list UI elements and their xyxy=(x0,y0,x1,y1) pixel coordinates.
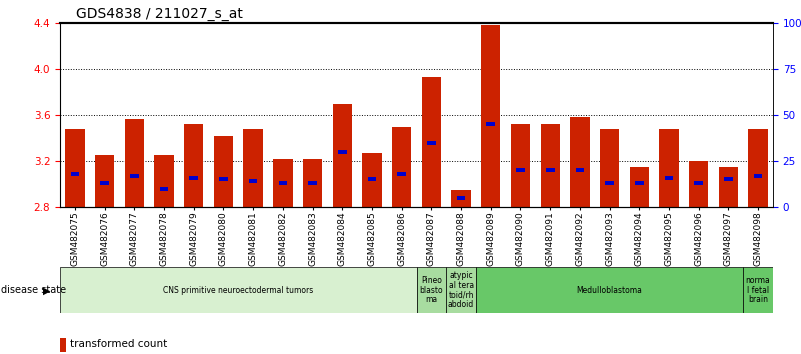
Text: ▶: ▶ xyxy=(43,285,50,295)
Text: transformed count: transformed count xyxy=(70,339,167,349)
Bar xyxy=(397,172,406,176)
Bar xyxy=(689,161,708,207)
Text: Medulloblastoma: Medulloblastoma xyxy=(577,286,642,295)
Bar xyxy=(421,77,441,207)
Bar xyxy=(219,177,227,182)
Bar xyxy=(368,177,376,182)
Bar xyxy=(748,129,768,207)
Bar xyxy=(100,181,109,185)
Bar xyxy=(481,25,501,207)
Bar xyxy=(125,119,144,207)
Bar xyxy=(600,129,619,207)
Text: atypic
al tera
toid/rh
abdoid: atypic al tera toid/rh abdoid xyxy=(448,271,474,309)
Bar xyxy=(70,172,79,176)
Bar xyxy=(184,124,203,207)
Bar xyxy=(338,150,347,154)
Bar xyxy=(155,155,174,207)
Text: Pineo
blasto
ma: Pineo blasto ma xyxy=(420,276,443,304)
Bar xyxy=(308,181,317,185)
Bar xyxy=(606,181,614,185)
Bar xyxy=(60,267,417,313)
Bar xyxy=(665,176,674,179)
Text: GDS4838 / 211027_s_at: GDS4838 / 211027_s_at xyxy=(76,7,243,21)
Bar xyxy=(694,181,703,185)
Bar xyxy=(724,177,733,182)
Bar xyxy=(545,168,554,172)
Bar xyxy=(279,181,288,185)
Bar xyxy=(249,179,257,183)
Bar xyxy=(214,136,233,207)
Bar xyxy=(516,168,525,172)
Bar xyxy=(511,124,530,207)
Bar xyxy=(159,187,168,191)
Bar xyxy=(244,129,263,207)
Bar xyxy=(60,338,66,352)
Bar xyxy=(754,174,763,178)
Bar xyxy=(446,267,476,313)
Bar xyxy=(541,124,560,207)
Bar xyxy=(659,129,678,207)
Bar xyxy=(576,168,584,172)
Bar xyxy=(332,103,352,207)
Bar xyxy=(457,196,465,200)
Bar xyxy=(452,190,471,207)
Text: norma
l fetal
brain: norma l fetal brain xyxy=(746,276,771,304)
Bar xyxy=(417,267,446,313)
Bar xyxy=(570,118,590,207)
Bar xyxy=(743,267,773,313)
Bar xyxy=(273,159,292,207)
Bar xyxy=(718,167,738,207)
Bar xyxy=(635,181,644,185)
Bar xyxy=(362,153,381,207)
Bar xyxy=(95,155,115,207)
Bar xyxy=(630,167,649,207)
Text: disease state: disease state xyxy=(1,285,66,295)
Bar xyxy=(392,127,412,207)
Bar xyxy=(427,141,436,145)
Bar xyxy=(130,174,139,178)
Bar xyxy=(303,159,322,207)
Text: CNS primitive neuroectodermal tumors: CNS primitive neuroectodermal tumors xyxy=(163,286,313,295)
Bar xyxy=(189,176,198,179)
Bar xyxy=(65,129,85,207)
Bar xyxy=(486,122,495,126)
Bar xyxy=(476,267,743,313)
